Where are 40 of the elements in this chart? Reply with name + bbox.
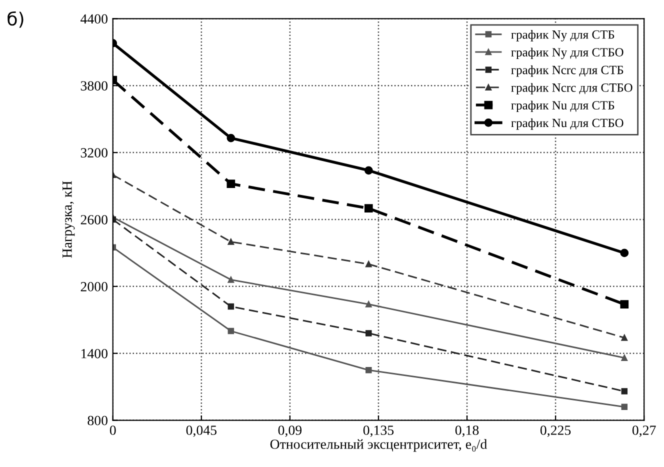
point bbox=[621, 354, 628, 361]
x-tick-label: 0,18 bbox=[455, 426, 479, 437]
point bbox=[226, 134, 236, 142]
point bbox=[366, 260, 372, 268]
x-tick-label: 0,27 bbox=[632, 426, 656, 437]
x-tick-label: 0,135 bbox=[363, 426, 394, 437]
point bbox=[621, 404, 628, 410]
point bbox=[228, 276, 234, 283]
y-tick-label: 2000 bbox=[80, 282, 108, 292]
point bbox=[621, 388, 628, 394]
x-axis-title: Относительный эксцентриситет, e₀/d bbox=[270, 439, 487, 452]
x-tick-label: 0,045 bbox=[186, 426, 216, 437]
legend-label: график Nu для СТБ bbox=[511, 100, 614, 112]
legend-label: график Ny для СТБ bbox=[511, 30, 614, 42]
point bbox=[620, 248, 629, 258]
point bbox=[364, 166, 373, 175]
point bbox=[364, 204, 373, 212]
point bbox=[228, 328, 234, 334]
y-tick-label: 3800 bbox=[80, 81, 108, 91]
y-tick-label: 4400 bbox=[80, 14, 108, 24]
x-tick-label: 0 bbox=[110, 426, 116, 435]
point bbox=[228, 238, 234, 245]
point bbox=[366, 366, 372, 374]
point bbox=[226, 180, 236, 188]
point bbox=[366, 330, 372, 336]
x-tick-label: 0,09 bbox=[278, 426, 302, 437]
text: б) bbox=[8, 11, 24, 28]
legend-label: график Ncrc для СТБО bbox=[511, 83, 632, 94]
point bbox=[621, 334, 628, 341]
legend-label: график Ny для СТБО bbox=[511, 48, 624, 60]
point bbox=[228, 303, 234, 310]
y-tick-label: 2600 bbox=[80, 215, 108, 224]
y-tick-label: 3200 bbox=[80, 148, 108, 158]
legend-label: график Nu для СТБО bbox=[511, 118, 624, 130]
y-tick-label: 1400 bbox=[81, 348, 108, 358]
x-tick-label: 0,225 bbox=[540, 426, 571, 437]
legend-label: график Ncrc для СТБ bbox=[511, 65, 624, 77]
point bbox=[620, 300, 629, 308]
y-tick-label: 800 bbox=[88, 416, 108, 426]
y-axis-title: Нагрузка, кН bbox=[62, 181, 75, 258]
